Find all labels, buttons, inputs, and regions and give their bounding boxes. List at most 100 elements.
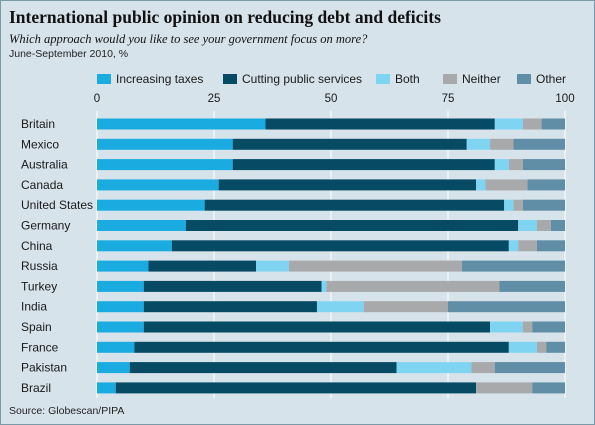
legend-label: Other [536, 72, 567, 86]
bar-segment [115, 382, 477, 394]
bar-segment [97, 220, 186, 231]
legend-label: Increasing taxes [116, 72, 204, 86]
legend-label: Neither [462, 72, 501, 86]
bar-segment [204, 199, 505, 211]
bar-segment [513, 199, 523, 211]
bar-segment [321, 280, 327, 292]
bar-segment [326, 280, 500, 292]
bar-segment [536, 341, 547, 353]
legend-label: Cutting public services [242, 72, 363, 86]
category-label: Britain [21, 117, 55, 131]
legend-swatch [376, 74, 390, 84]
x-tick-label: 25 [208, 93, 221, 105]
bar-segment [134, 341, 509, 353]
bar-segment [143, 321, 491, 333]
bar-segment [232, 138, 467, 150]
bar-segment [363, 301, 448, 313]
legend-swatch [97, 74, 111, 84]
bar-segment [513, 138, 565, 150]
bar-segment [490, 138, 514, 150]
bar-segment [97, 199, 205, 211]
bar-segment [218, 179, 477, 191]
bar-segment [494, 118, 523, 130]
bar-segment [97, 260, 149, 272]
bar-segment [527, 179, 565, 191]
bar-segment [143, 301, 317, 313]
category-label: India [21, 300, 47, 314]
legend-swatch [517, 74, 531, 84]
bar-segment [97, 341, 135, 353]
category-label: Canada [21, 178, 63, 192]
bar-segment [148, 260, 257, 272]
legend-item: Neither [443, 71, 501, 87]
bar-segment [541, 118, 565, 130]
bar-segment [97, 382, 116, 394]
category-label: Russia [21, 259, 58, 273]
bar-segment [471, 362, 495, 374]
bar-segment [466, 138, 491, 150]
bar-segment [518, 220, 537, 231]
bar-segment [550, 220, 565, 231]
bar-segment [232, 159, 495, 171]
legend-item: Both [376, 71, 420, 87]
chart-legend: Increasing taxes Cutting public services B… [9, 71, 594, 87]
bar-segment [97, 321, 144, 333]
legend-item: Other [517, 71, 566, 87]
bar-segment [316, 301, 364, 313]
x-tick-label: 100 [555, 93, 574, 105]
bar-segment [97, 362, 130, 374]
category-label: China [21, 239, 53, 253]
chart-title: International public opinion on reducing… [9, 7, 441, 27]
x-tick-label: 50 [325, 93, 338, 105]
bar-segment [522, 199, 565, 211]
bar-segment [494, 159, 509, 171]
bar-segment [256, 260, 289, 272]
bar-segment [532, 321, 565, 333]
legend-item: Cutting public services [223, 71, 362, 87]
legend-label: Both [395, 72, 420, 86]
category-label: Pakistan [21, 361, 67, 375]
legend-swatch [223, 74, 237, 84]
bar-segment [97, 301, 144, 313]
bar-segment [476, 179, 486, 191]
bar-segment [448, 301, 565, 313]
bar-segment [522, 321, 533, 333]
category-label: France [21, 340, 59, 354]
legend-swatch [443, 74, 457, 84]
bar-segment [504, 199, 514, 211]
category-label: Brazil [21, 381, 51, 395]
bar-segment [171, 240, 509, 252]
bar-segment [97, 179, 219, 191]
bar-segment [499, 280, 565, 292]
bar-segment [476, 382, 533, 394]
bar-segment [546, 341, 565, 353]
category-label: Mexico [21, 137, 59, 151]
bar-segment [185, 220, 519, 231]
bar-segment [129, 362, 397, 374]
bar-segment [485, 179, 528, 191]
bar-segment [97, 240, 172, 252]
chart-subtitle: Which approach would you like to see you… [9, 32, 368, 46]
chart-source: Source: Globescan/PIPA [9, 405, 125, 417]
bar-segment [518, 240, 537, 252]
bar-segment [532, 382, 565, 394]
legend-item: Increasing taxes [97, 71, 203, 87]
bar-segment [536, 240, 565, 252]
chart-date-note: June-September 2010, % [9, 48, 129, 60]
x-tick-label: 75 [442, 93, 455, 105]
bar-segment [265, 118, 495, 130]
bar-segment [97, 280, 144, 292]
bar-segment [494, 362, 565, 374]
bar-segment [490, 321, 523, 333]
category-label: Turkey [21, 279, 57, 293]
bar-segment [143, 280, 322, 292]
bar-segment [97, 159, 233, 171]
bar-segment [508, 240, 519, 252]
x-tick-label: 0 [94, 93, 100, 105]
bar-segment [508, 341, 537, 353]
bar-segment [97, 118, 266, 130]
bar-segment [396, 362, 472, 374]
category-label: Australia [21, 158, 68, 172]
